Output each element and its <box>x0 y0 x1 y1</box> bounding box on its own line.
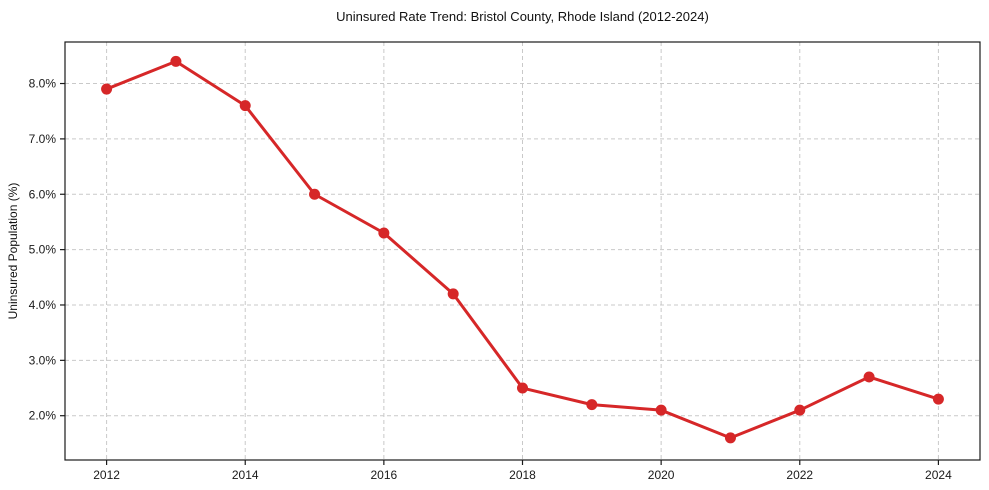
data-point <box>863 371 875 383</box>
data-point <box>794 404 806 416</box>
data-point <box>517 382 528 394</box>
data-point <box>724 432 736 444</box>
x-tick-label: 2024 <box>925 468 952 482</box>
y-tick-label: 3.0% <box>29 353 57 367</box>
y-tick-label: 8.0% <box>29 77 57 91</box>
data-point <box>170 55 182 67</box>
data-point <box>309 188 321 200</box>
y-tick-label: 5.0% <box>29 243 57 257</box>
axes-frame <box>64 41 981 461</box>
x-tick-label: 2016 <box>371 468 398 482</box>
y-tick-label: 2.0% <box>29 409 57 423</box>
x-tick-label: 2018 <box>509 468 536 482</box>
x-tick-label: 2014 <box>232 468 259 482</box>
x-tick-label: 2022 <box>786 468 813 482</box>
data-point <box>239 100 251 112</box>
x-tick-label: 2020 <box>648 468 675 482</box>
data-point <box>932 393 944 405</box>
x-tick-label: 2012 <box>93 468 120 482</box>
y-tick-label: 6.0% <box>29 187 57 201</box>
data-point <box>101 83 113 95</box>
chart-title: Uninsured Rate Trend: Bristol County, Rh… <box>336 9 709 24</box>
data-point <box>447 288 459 300</box>
y-tick-label: 4.0% <box>29 298 57 312</box>
data-point <box>586 399 598 411</box>
data-point <box>378 227 390 239</box>
y-tick-label: 7.0% <box>29 132 57 146</box>
data-point <box>655 404 667 416</box>
